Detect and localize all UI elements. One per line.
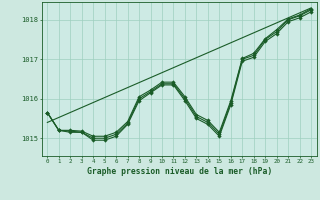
X-axis label: Graphe pression niveau de la mer (hPa): Graphe pression niveau de la mer (hPa) xyxy=(87,167,272,176)
